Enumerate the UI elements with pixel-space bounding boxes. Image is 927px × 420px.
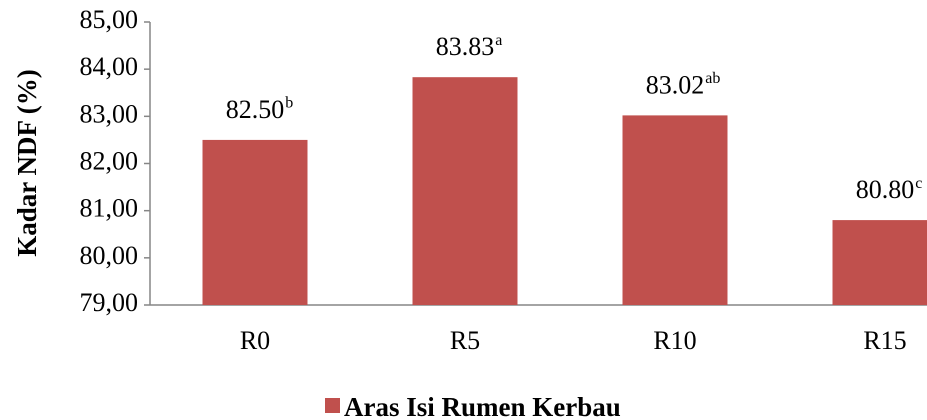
x-tick-label: R5: [450, 326, 480, 355]
y-tick-label: 80,00: [80, 241, 139, 270]
y-tick-label: 83,00: [80, 99, 139, 128]
y-tick-label: 79,00: [80, 288, 139, 317]
y-tick-label: 81,00: [80, 194, 139, 223]
value-label: 82.50: [226, 95, 285, 124]
bar: [622, 115, 728, 305]
value-label: 83.02: [646, 70, 705, 99]
y-tick-label: 84,00: [80, 52, 139, 81]
significance-label: b: [285, 95, 293, 112]
significance-label: a: [495, 32, 502, 49]
bar: [412, 77, 518, 305]
value-label: 80.80: [856, 175, 915, 204]
y-tick-label: 85,00: [80, 5, 139, 34]
y-axis-label: Kadar NDF (%): [12, 69, 42, 256]
x-tick-label: R0: [240, 326, 270, 355]
x-tick-label: R10: [653, 326, 696, 355]
x-tick-label: R15: [863, 326, 906, 355]
value-label: 83.83: [436, 32, 495, 61]
significance-label: c: [915, 175, 922, 192]
y-tick-label: 82,00: [80, 146, 139, 175]
bar: [202, 139, 308, 305]
legend-swatch: [325, 398, 340, 413]
bar: [832, 220, 927, 305]
significance-label: ab: [705, 70, 720, 87]
legend-label: Aras Isi Rumen Kerbau: [344, 392, 621, 420]
